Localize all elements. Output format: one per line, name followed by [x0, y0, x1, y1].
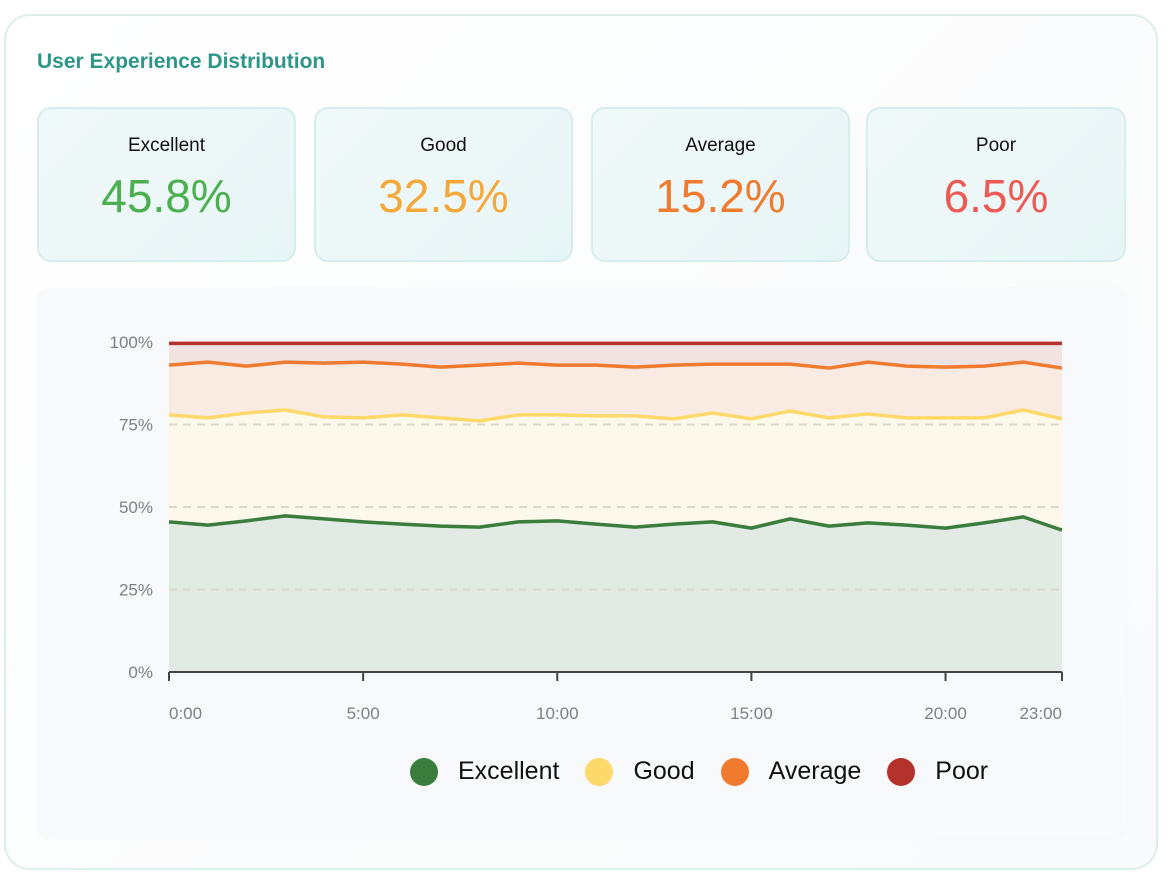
legend-label: Poor	[935, 757, 989, 785]
stat-value: 15.2%	[655, 170, 786, 222]
stat-label: Average	[685, 135, 756, 156]
x-tick-label: 10:00	[536, 704, 579, 723]
legend-item-poor[interactable]: Poor	[887, 757, 988, 786]
x-tick-label: 0:00	[169, 704, 202, 723]
x-tick-label: 15:00	[730, 704, 773, 723]
y-tick-label: 50%	[119, 498, 153, 517]
legend-dot-icon	[585, 757, 614, 786]
stat-value: 6.5%	[943, 170, 1049, 222]
area-poor	[169, 342, 1062, 369]
stat-label: Poor	[975, 135, 1017, 156]
stat-card-good: Good 32.5%	[314, 107, 573, 262]
legend-label: Average	[768, 757, 862, 785]
line-average	[168, 360, 1063, 370]
area-excellent	[169, 515, 1062, 672]
area-average	[169, 362, 1062, 421]
legend-label: Excellent	[458, 757, 560, 785]
stat-label: Good	[420, 135, 467, 156]
line-good	[168, 408, 1063, 423]
x-tick-label: 23:00	[1019, 704, 1062, 723]
stat-card-poor: Poor 6.5%	[866, 107, 1126, 262]
stat-card-average: Average 15.2%	[591, 107, 850, 262]
stat-label: Excellent	[127, 135, 206, 156]
y-tick-label: 25%	[119, 581, 153, 600]
chart-legend: Excellent Good Average Poor	[410, 757, 1014, 786]
area-good	[169, 409, 1062, 531]
y-tick-label: 100%	[110, 333, 153, 352]
legend-item-average[interactable]: Average	[720, 757, 862, 786]
x-tick-label: 5:00	[347, 704, 380, 723]
x-tick-label: 20:00	[924, 704, 967, 723]
legend-item-excellent[interactable]: Excellent	[410, 757, 559, 786]
line-excellent	[168, 514, 1063, 532]
stat-value: 32.5%	[378, 170, 509, 222]
stat-card-excellent: Excellent 45.8%	[37, 107, 296, 262]
y-tick-label: 75%	[119, 416, 153, 435]
legend-dot-icon	[410, 757, 438, 786]
legend-dot-icon	[887, 757, 916, 786]
legend-item-good[interactable]: Good	[585, 757, 695, 786]
y-tick-label: 0%	[128, 663, 153, 682]
page-title: User Experience Distribution	[37, 50, 326, 73]
stat-value: 45.8%	[101, 170, 232, 222]
legend-label: Good	[633, 757, 695, 785]
legend-dot-icon	[720, 757, 749, 786]
